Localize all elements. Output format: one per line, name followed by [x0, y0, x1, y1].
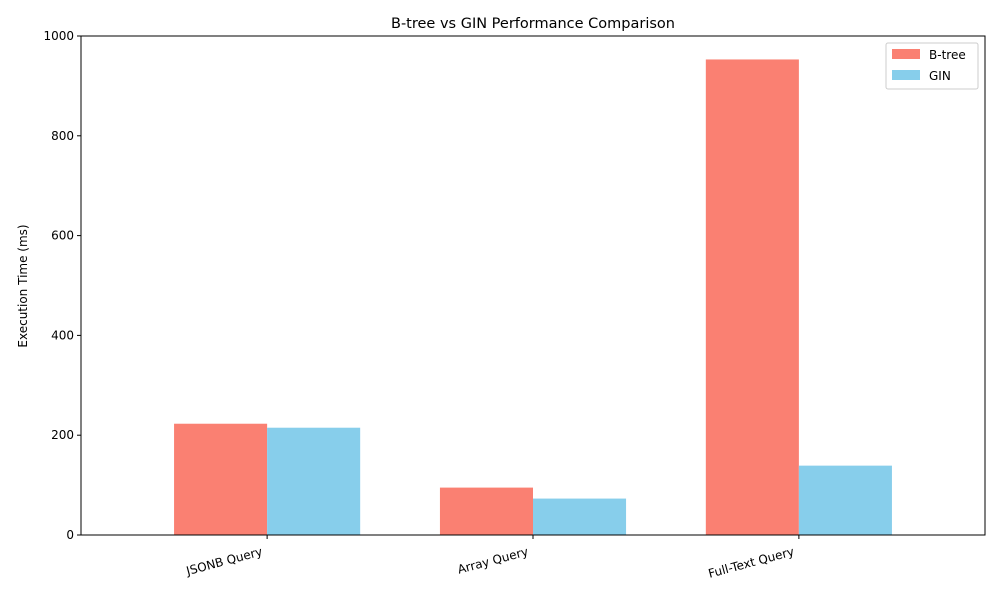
y-axis-label: Execution Time (ms) [16, 224, 30, 347]
bar-gin-jsonb-query [267, 427, 361, 535]
legend-label-btree: B-tree [929, 48, 966, 62]
x-tick-label: Full-Text Query [707, 544, 796, 580]
bars-group [174, 59, 892, 535]
y-tick-label: 600 [51, 229, 74, 243]
legend-swatch-btree [892, 49, 920, 59]
x-axis: JSONB Query Array Query Full-Text Query [184, 535, 800, 581]
y-tick-label: 800 [51, 129, 74, 143]
y-tick-label: 400 [51, 328, 74, 342]
x-tick-label: JSONB Query [184, 544, 264, 578]
legend-swatch-gin [892, 70, 920, 80]
bar-b-tree-full-text-query [705, 59, 799, 535]
y-tick-label: 1000 [43, 29, 74, 43]
chart-title: B-tree vs GIN Performance Comparison [391, 16, 675, 32]
y-tick-label: 200 [51, 428, 74, 442]
y-axis: 0 200 400 600 800 1000 [43, 29, 81, 542]
x-tick-label: Array Query [456, 544, 530, 576]
y-tick-label: 0 [66, 528, 74, 542]
bar-gin-array-query [533, 498, 627, 535]
legend: B-tree GIN [885, 42, 979, 90]
bar-b-tree-jsonb-query [174, 423, 268, 535]
bar-gin-full-text-query [798, 465, 892, 535]
legend-label-gin: GIN [929, 69, 951, 83]
bar-b-tree-array-query [439, 487, 533, 535]
